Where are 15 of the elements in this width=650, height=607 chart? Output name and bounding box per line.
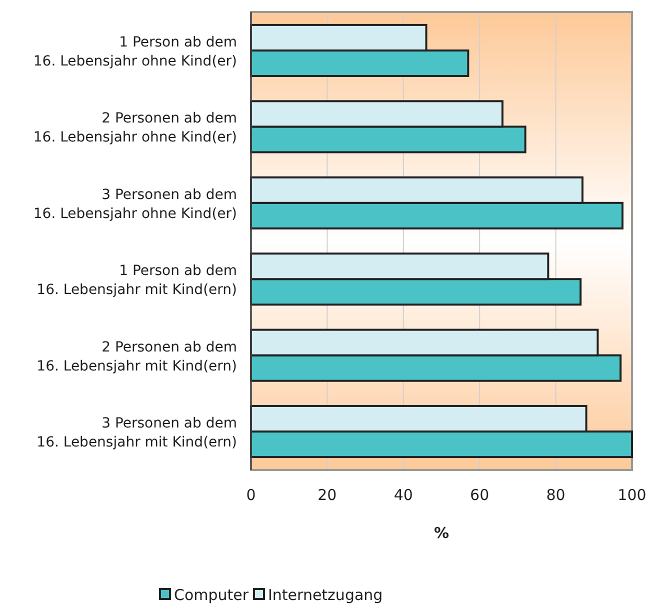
x-axis-title: % — [434, 524, 450, 542]
legend-label: Computer — [174, 586, 250, 604]
x-tick-label: 40 — [394, 486, 413, 504]
y-tick-label: 2 Personen ab dem 16. Lebensjahr ohne Kind(er) — [33, 110, 237, 146]
legend-label: Internetzugang — [268, 586, 383, 604]
y-tick-label: 1 Person ab dem 16. Lebensjahr mit Kind(ern) — [36, 263, 237, 298]
y-tick-label: 1 Person ab dem 16. Lebensjahr ohne Kind(er) — [33, 34, 237, 70]
y-tick-label: 3 Personen ab dem 16. Lebensjahr ohne Kind(er) — [33, 186, 237, 222]
y-tick-label: 2 Personen ab dem 16. Lebensjahr mit Kind(ern) — [36, 339, 237, 374]
x-tick-label: 100 — [618, 486, 646, 504]
x-tick-label: 60 — [470, 486, 490, 504]
y-tick-label: 3 Personen ab dem 16. Lebensjahr mit Kind(ern) — [36, 416, 237, 451]
x-tick-label: 80 — [546, 486, 566, 504]
x-tick-label: 0 — [246, 486, 256, 504]
x-tick-label: 20 — [318, 486, 337, 504]
